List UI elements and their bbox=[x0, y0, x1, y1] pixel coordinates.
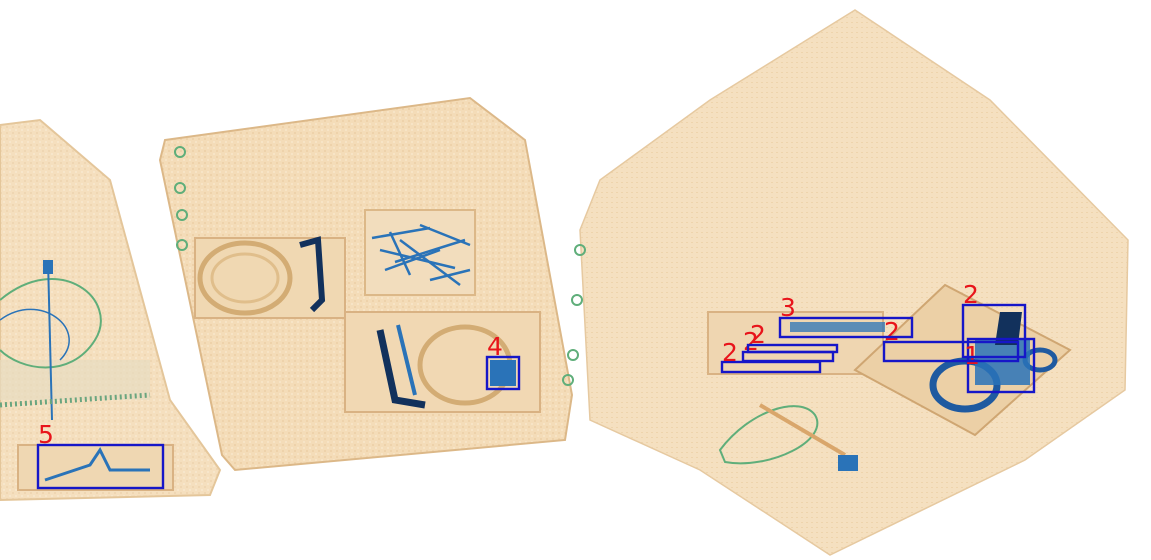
detection-box-2b: 2 bbox=[882, 317, 1020, 363]
detection-box-1: 1 bbox=[964, 337, 1036, 394]
detection-label: 2 bbox=[884, 317, 900, 346]
detection-label: 5 bbox=[38, 420, 54, 449]
detection-label: 1 bbox=[964, 341, 980, 370]
detection-label: 2 bbox=[750, 320, 766, 349]
detection-box-4: 4 bbox=[485, 332, 521, 391]
detection-box-2a: 2 bbox=[961, 280, 1027, 359]
middle-bag bbox=[158, 96, 574, 472]
detection-label: 4 bbox=[487, 332, 503, 361]
detection-label: 2 bbox=[722, 338, 738, 367]
detection-box-5: 5 bbox=[36, 420, 165, 490]
detection-label: 3 bbox=[780, 293, 796, 322]
detection-box-3: 3 bbox=[778, 293, 914, 339]
detection-label: 2 bbox=[963, 280, 979, 309]
detection-box-2e: 2 bbox=[746, 320, 839, 354]
left-bag bbox=[0, 118, 222, 502]
right-bag bbox=[562, 9, 1129, 556]
